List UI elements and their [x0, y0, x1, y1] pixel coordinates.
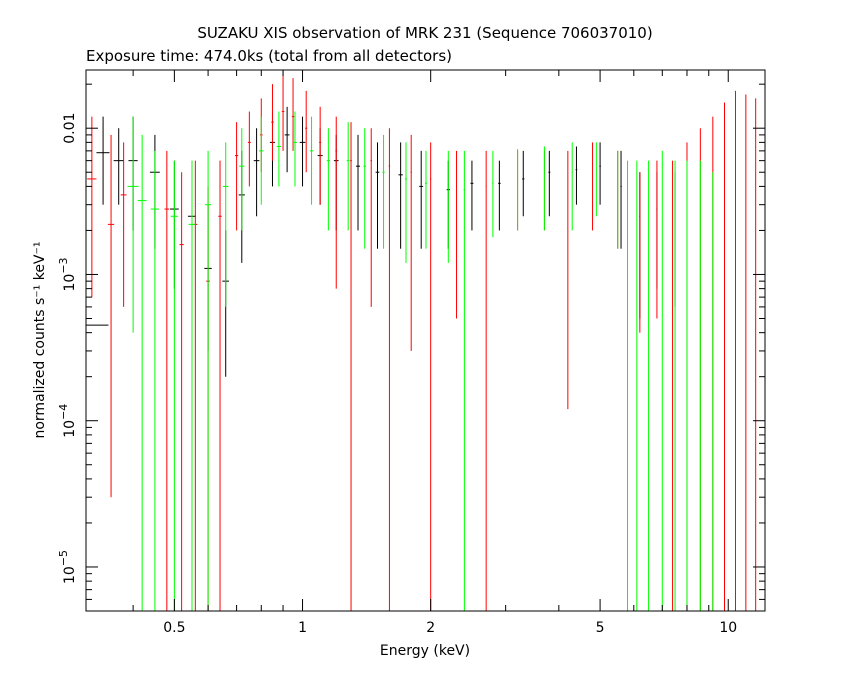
data-point	[284, 106, 290, 173]
data-point	[355, 134, 361, 231]
data-point	[204, 150, 212, 611]
data-point	[548, 150, 551, 217]
plot-frame	[85, 69, 766, 612]
data-point	[627, 160, 629, 611]
data-point	[137, 134, 147, 611]
y-tick-mantissa: 10	[62, 566, 78, 584]
chart-title: SUZAKU XIS observation of MRK 231 (Seque…	[197, 24, 652, 42]
y-tick-exponent: −5	[57, 550, 70, 566]
x-axis-label: Energy (keV)	[380, 643, 470, 659]
data-point	[120, 142, 127, 307]
data-point	[543, 146, 545, 231]
data-point	[595, 142, 597, 217]
data-point	[309, 116, 314, 205]
data-point	[179, 172, 184, 611]
data-point	[299, 116, 306, 187]
x-tick-label: 10	[719, 620, 737, 636]
y-tick-mantissa: 10	[62, 274, 78, 292]
data-point	[388, 128, 391, 611]
data-point	[370, 128, 372, 307]
data-point	[375, 142, 380, 249]
data-point	[276, 111, 281, 187]
data-point	[247, 111, 251, 187]
y-tick-label: 10−5	[57, 550, 78, 584]
series-layer	[86, 70, 757, 611]
x-tick-label: 2	[426, 620, 435, 636]
data-point	[113, 128, 124, 205]
data-point	[636, 160, 638, 611]
data-point	[463, 150, 466, 611]
data-point	[522, 150, 525, 217]
data-point	[430, 142, 432, 611]
data-point	[188, 160, 196, 611]
data-point	[222, 142, 229, 307]
chart-subtitle: Exposure time: 474.0ks (total from all d…	[86, 47, 452, 65]
data-point	[170, 160, 179, 611]
data-point	[335, 116, 338, 289]
data-point	[571, 142, 573, 231]
data-point	[419, 150, 424, 249]
data-point	[410, 134, 412, 351]
y-tick-label: 10−4	[57, 404, 78, 438]
data-point	[305, 90, 308, 173]
data-point	[218, 160, 222, 611]
data-point	[239, 128, 245, 231]
data-point	[425, 150, 427, 249]
data-point	[516, 149, 519, 231]
data-point	[258, 116, 264, 205]
data-point	[575, 146, 578, 205]
y-axis-label: normalized counts s⁻¹ keV⁻¹	[32, 241, 48, 438]
data-point	[346, 122, 350, 231]
data-point	[485, 150, 487, 611]
data-point	[271, 84, 274, 161]
data-point	[107, 134, 115, 498]
data-point	[319, 106, 322, 205]
data-point	[661, 150, 663, 611]
data-point	[363, 128, 367, 249]
data-point	[599, 142, 601, 205]
data-point	[350, 122, 352, 611]
data-point	[620, 150, 622, 249]
x-tick-label: 0.5	[163, 620, 185, 636]
data-point	[164, 150, 170, 611]
y-tick-exponent: −4	[57, 404, 70, 420]
data-point	[150, 150, 159, 611]
data-point	[617, 150, 619, 249]
data-point	[447, 150, 450, 263]
data-point	[96, 116, 110, 205]
data-point	[456, 150, 458, 319]
series-2	[127, 111, 714, 611]
data-point	[291, 78, 295, 151]
data-point	[470, 160, 474, 231]
data-point	[404, 142, 408, 263]
data-point	[498, 160, 501, 231]
data-point	[87, 116, 97, 298]
data-point	[567, 150, 569, 410]
x-tick-label: 1	[298, 620, 307, 636]
data-point	[293, 111, 297, 187]
y-tick-exponent: −3	[57, 257, 70, 273]
data-point	[398, 142, 403, 249]
x-tick-label: 5	[596, 620, 605, 636]
y-tick-mantissa: 10	[62, 420, 78, 438]
y-tick-label: 0.01	[62, 113, 78, 144]
data-point	[326, 128, 330, 231]
data-point	[492, 150, 494, 238]
data-point	[281, 70, 285, 151]
data-point	[234, 122, 239, 231]
data-point	[648, 160, 650, 611]
data-point	[382, 134, 385, 249]
data-point	[253, 128, 260, 217]
data-point	[127, 116, 139, 333]
y-tick-label: 10−3	[57, 257, 78, 291]
